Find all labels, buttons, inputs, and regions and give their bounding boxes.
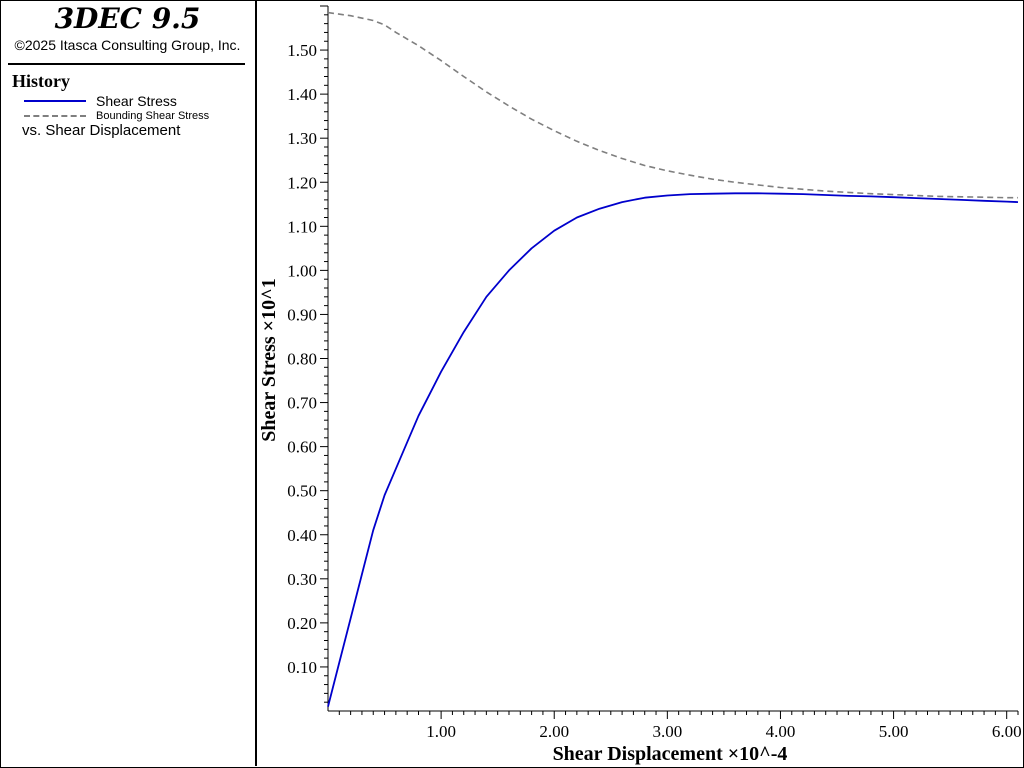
legend-swatch-shear-stress: [24, 100, 86, 102]
x-tick-label: 5.00: [879, 722, 909, 741]
y-tick-label: 1.10: [287, 217, 317, 236]
y-tick-label: 0.10: [287, 658, 317, 677]
y-tick-label: 1.50: [287, 41, 317, 60]
y-tick-label: 0.90: [287, 305, 317, 324]
y-tick-label: 0.40: [287, 526, 317, 545]
app-title: 3DEC 9.5: [54, 2, 201, 35]
y-tick-label: 0.70: [287, 394, 317, 413]
y-tick-label: 0.30: [287, 570, 317, 589]
x-tick-label: 4.00: [766, 722, 796, 741]
y-tick-label: 1.20: [287, 173, 317, 192]
axes: [320, 5, 1019, 719]
series-line-shear-stress: [327, 192, 1019, 707]
y-tick-label: 0.80: [287, 350, 317, 369]
x-tick-label: 6.00: [992, 722, 1022, 741]
y-tick-label: 0.20: [287, 614, 317, 633]
legend-label-bounding-shear-stress: Bounding Shear Stress: [96, 110, 210, 122]
y-tick-label: 1.40: [287, 85, 317, 104]
x-tick-label: 2.00: [539, 722, 569, 741]
axis-labels: 0.10 0.20 0.30 0.40 0.50 0.60 0.70 0.80 0.90 1.00…: [258, 41, 1022, 765]
x-axis-title: Shear Displacement ×10^-4: [553, 743, 788, 765]
series-lines: [327, 11, 1019, 707]
series-line-bounding-shear-stress: [327, 11, 1018, 199]
title-divider: [8, 63, 245, 65]
legend-vs-label: vs. Shear Displacement: [22, 122, 181, 139]
y-tick-label: 0.60: [287, 438, 317, 457]
y-tick-label: 0.50: [287, 482, 317, 501]
legend-panel: 3DEC 9.5 ©2025 Itasca Consulting Group, …: [0, 0, 257, 766]
legend-label-shear-stress: Shear Stress: [96, 93, 177, 109]
x-tick-label: 1.00: [426, 722, 456, 741]
y-axis-title: Shear Stress ×10^1: [258, 278, 280, 441]
y-tick-label: 1.30: [287, 129, 317, 148]
x-tick-label: 3.00: [652, 722, 682, 741]
copyright-text: ©2025 Itasca Consulting Group, Inc.: [14, 37, 241, 53]
history-heading: History: [12, 71, 70, 91]
legend-swatch-bounding-shear-stress: [24, 115, 86, 117]
y-tick-label: 1.00: [287, 261, 317, 280]
